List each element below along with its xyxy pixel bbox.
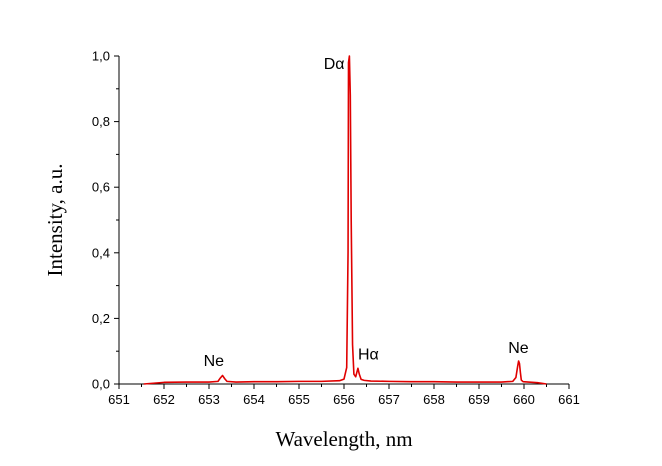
x-tick-label: 654 xyxy=(243,392,265,407)
axes xyxy=(118,56,569,385)
peak-label: Ne xyxy=(508,340,529,357)
x-tick-label: 653 xyxy=(198,392,220,407)
x-axis-title: Wavelength, nm xyxy=(275,427,412,451)
x-tick-label: 660 xyxy=(513,392,535,407)
y-tick-label: 0,2 xyxy=(92,311,110,326)
y-tick-label: 0,6 xyxy=(92,180,110,195)
y-tick-label: 0,4 xyxy=(92,245,110,260)
series-layer xyxy=(143,55,547,385)
x-tick-label: 656 xyxy=(333,392,355,407)
y-tick-label: 0,0 xyxy=(92,377,110,392)
x-tick-label: 655 xyxy=(288,392,310,407)
peak-label: Ne xyxy=(204,353,225,370)
y-tick-label: 1,0 xyxy=(92,49,110,64)
y-axis-title: Intensity, a.u. xyxy=(43,164,67,277)
x-tick-label: 661 xyxy=(558,392,580,407)
y-tick-label: 0,8 xyxy=(92,114,110,129)
x-tick-label: 658 xyxy=(423,392,445,407)
x-tick-label: 657 xyxy=(378,392,400,407)
x-ticks: 651 652 653 654 655 656 657 658 659 660 661 xyxy=(108,384,580,407)
x-tick-label: 659 xyxy=(468,392,490,407)
peak-label: Dα xyxy=(324,56,345,73)
y-ticks: 0,0 0,2 0,4 0,6 0,8 1,0 xyxy=(92,49,119,392)
x-tick-label: 652 xyxy=(153,392,175,407)
spectrum-line xyxy=(143,55,547,385)
annotations: Dα Hα Ne Ne xyxy=(204,56,529,370)
x-tick-label: 651 xyxy=(108,392,130,407)
peak-label: Hα xyxy=(358,346,379,363)
